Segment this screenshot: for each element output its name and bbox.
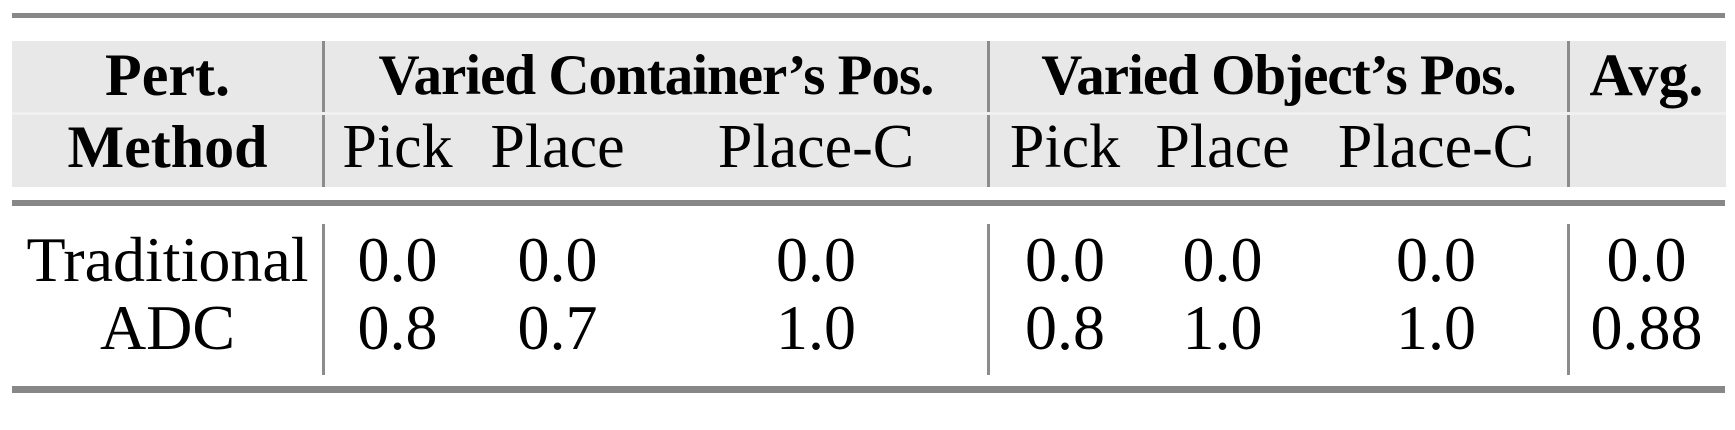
header-group1-place-c: Place-C xyxy=(717,113,915,181)
row-adc-g2-place: 1.0 xyxy=(1182,292,1263,363)
row-traditional-g1-place-c: 0.0 xyxy=(776,224,856,295)
row-adc-g2-pick: 0.8 xyxy=(1025,292,1105,363)
header-group2-place: Place xyxy=(1155,113,1290,181)
header-group1-place: Place xyxy=(490,113,625,181)
row-adc-g2-place-c: 1.0 xyxy=(1396,292,1476,363)
header-group1-pick: Pick xyxy=(342,113,453,181)
header-pert: Pert. xyxy=(105,42,230,108)
row-traditional-avg: 0.0 xyxy=(1606,224,1687,295)
row-adc-avg: 0.88 xyxy=(1590,292,1703,363)
table-bottom-rule xyxy=(12,386,1725,393)
table-top-rule xyxy=(12,13,1725,18)
row-traditional-label: Traditional xyxy=(26,224,309,295)
row-adc-g1-place-c: 1.0 xyxy=(776,292,856,363)
header-row-seam xyxy=(12,112,1726,115)
row-traditional-g1-place: 0.0 xyxy=(517,224,598,295)
table-header-body-rule xyxy=(12,200,1725,206)
column-separator xyxy=(987,224,990,375)
row-traditional-g2-place: 0.0 xyxy=(1182,224,1263,295)
column-separator xyxy=(322,224,325,375)
header-avg: Avg. xyxy=(1589,42,1704,108)
header-group2-place-c: Place-C xyxy=(1337,113,1535,181)
row-adc-label: ADC xyxy=(99,292,236,363)
row-adc-g1-pick: 0.8 xyxy=(357,292,438,363)
header-group2-pick: Pick xyxy=(1009,113,1121,181)
header-group2-title: Varied Object’s Pos. xyxy=(1041,43,1516,107)
row-traditional-g2-place-c: 0.0 xyxy=(1396,224,1476,295)
column-separator xyxy=(1567,224,1570,375)
header-method: Method xyxy=(67,114,268,180)
row-traditional-g2-pick: 0.0 xyxy=(1025,224,1105,295)
row-traditional-g1-pick: 0.0 xyxy=(357,224,438,295)
row-adc-g1-place: 0.7 xyxy=(517,292,598,363)
header-group1-title: Varied Container’s Pos. xyxy=(378,43,935,107)
